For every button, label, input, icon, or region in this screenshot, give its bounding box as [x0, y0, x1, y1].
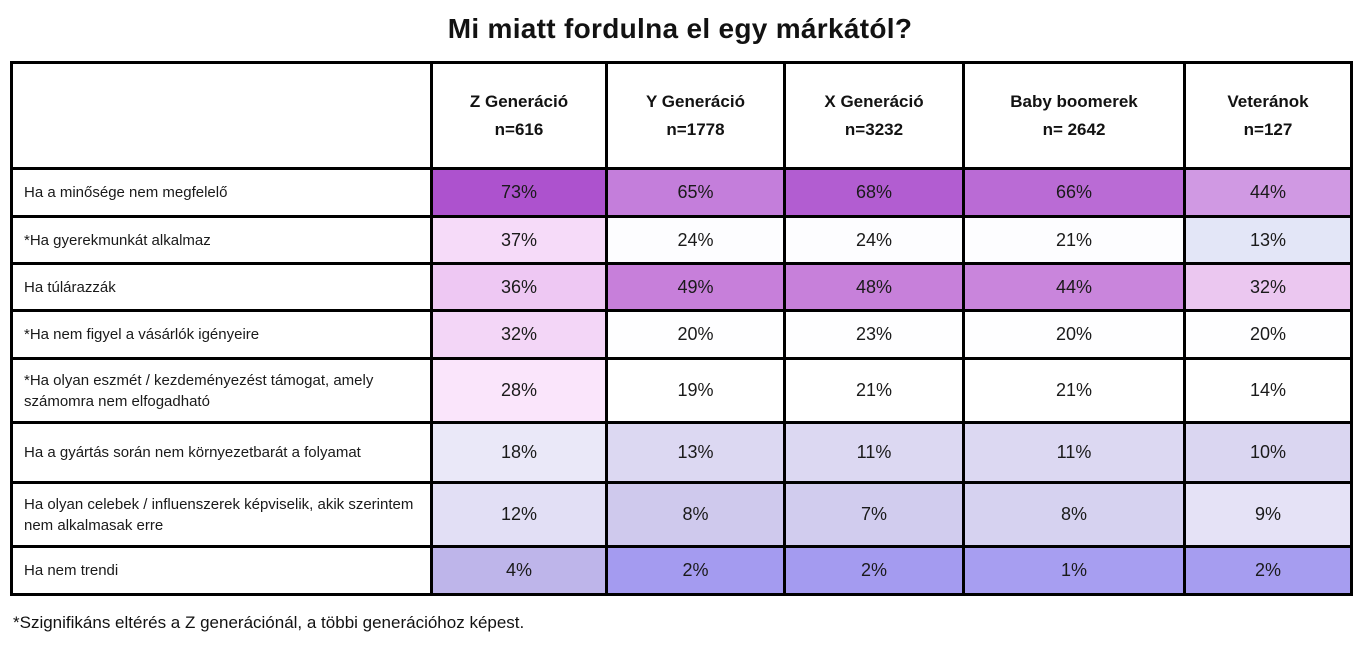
column-header-n: n=127 [1243, 119, 1293, 139]
heat-cell: 23% [783, 309, 965, 360]
heat-cell: 19% [605, 357, 786, 424]
heat-cell: 37% [430, 215, 608, 265]
heat-cell: 2% [783, 545, 965, 596]
heat-cell: 13% [605, 421, 786, 484]
heat-cell: 44% [1183, 167, 1353, 218]
table-row: Ha túlárazzák 36% 49% 48% 44% 32% [10, 262, 1353, 312]
heat-cell: 68% [783, 167, 965, 218]
column-header-veterans: Veteránok n=127 [1183, 61, 1353, 170]
heat-cell: 49% [605, 262, 786, 312]
significance-footnote: *Szignifikáns eltérés a Z generációnál, … [13, 613, 525, 632]
column-header-n: n= 2642 [1042, 119, 1106, 139]
heat-cell: 4% [430, 545, 608, 596]
column-header-n: n=3232 [844, 119, 904, 139]
page-title: Mi miatt fordulna el egy márkától? [447, 13, 913, 44]
heat-cell: 10% [1183, 421, 1353, 484]
row-label: *Ha nem figyel a vásárlók igényeire [10, 309, 433, 360]
heat-cell: 13% [1183, 215, 1353, 265]
heat-cell: 21% [962, 215, 1186, 265]
table-row: Ha nem trendi 4% 2% 2% 1% 2% [10, 545, 1353, 596]
row-label: Ha a gyártás során nem környezetbarát a … [10, 421, 433, 484]
column-header-label: X Generáció [824, 92, 924, 112]
heat-cell: 24% [783, 215, 965, 265]
heat-cell: 20% [605, 309, 786, 360]
heat-cell: 20% [1183, 309, 1353, 360]
heat-cell: 2% [1183, 545, 1353, 596]
heat-cell: 21% [962, 357, 1186, 424]
row-label: *Ha gyerekmunkát alkalmaz [10, 215, 433, 265]
heat-cell: 1% [962, 545, 1186, 596]
heat-cell: 44% [962, 262, 1186, 312]
heat-cell: 14% [1183, 357, 1353, 424]
row-label: *Ha olyan eszmét / kezdeményezést támoga… [10, 357, 433, 424]
table-row: Ha a minősége nem megfelelő 73% 65% 68% … [10, 167, 1353, 218]
corner-cell [10, 61, 433, 170]
heat-cell: 24% [605, 215, 786, 265]
table-row: Ha olyan celebek / influenszerek képvise… [10, 481, 1353, 548]
heat-cell: 2% [605, 545, 786, 596]
heat-cell: 28% [430, 357, 608, 424]
table-row: *Ha gyerekmunkát alkalmaz 37% 24% 24% 21… [10, 215, 1353, 265]
column-header-n: n=1778 [666, 119, 725, 139]
column-header-label: Y Generáció [646, 92, 745, 112]
table-row: *Ha nem figyel a vásárlók igényeire 32% … [10, 309, 1353, 360]
heat-cell: 36% [430, 262, 608, 312]
heat-cell: 73% [430, 167, 608, 218]
header-row: Z Generáció n=616 Y Generáció n=1778 X G… [10, 61, 1353, 170]
heat-cell: 32% [430, 309, 608, 360]
column-header-label: Z Generáció [469, 92, 569, 112]
heat-cell: 11% [962, 421, 1186, 484]
column-header-gen-z: Z Generáció n=616 [430, 61, 608, 170]
heat-cell: 9% [1183, 481, 1353, 548]
heat-cell: 8% [605, 481, 786, 548]
row-label: Ha nem trendi [10, 545, 433, 596]
heat-cell: 8% [962, 481, 1186, 548]
column-header-label: Veteránok [1227, 92, 1309, 112]
heat-cell: 18% [430, 421, 608, 484]
column-header-label: Baby boomerek [1010, 92, 1138, 112]
heat-cell: 66% [962, 167, 1186, 218]
heat-cell: 7% [783, 481, 965, 548]
heat-cell: 11% [783, 421, 965, 484]
column-header-baby-boomers: Baby boomerek n= 2642 [962, 61, 1186, 170]
column-header-gen-x: X Generáció n=3232 [783, 61, 965, 170]
column-header-gen-y: Y Generáció n=1778 [605, 61, 786, 170]
heat-cell: 65% [605, 167, 786, 218]
row-label: Ha a minősége nem megfelelő [10, 167, 433, 218]
heatmap-table: Z Generáció n=616 Y Generáció n=1778 X G… [10, 61, 1353, 596]
row-label: Ha olyan celebek / influenszerek képvise… [10, 481, 433, 548]
table-row: Ha a gyártás során nem környezetbarát a … [10, 421, 1353, 484]
heat-cell: 21% [783, 357, 965, 424]
column-header-n: n=616 [494, 119, 544, 139]
heat-cell: 32% [1183, 262, 1353, 312]
table-row: *Ha olyan eszmét / kezdeményezést támoga… [10, 357, 1353, 424]
heat-cell: 12% [430, 481, 608, 548]
heat-cell: 20% [962, 309, 1186, 360]
row-label: Ha túlárazzák [10, 262, 433, 312]
heat-cell: 48% [783, 262, 965, 312]
